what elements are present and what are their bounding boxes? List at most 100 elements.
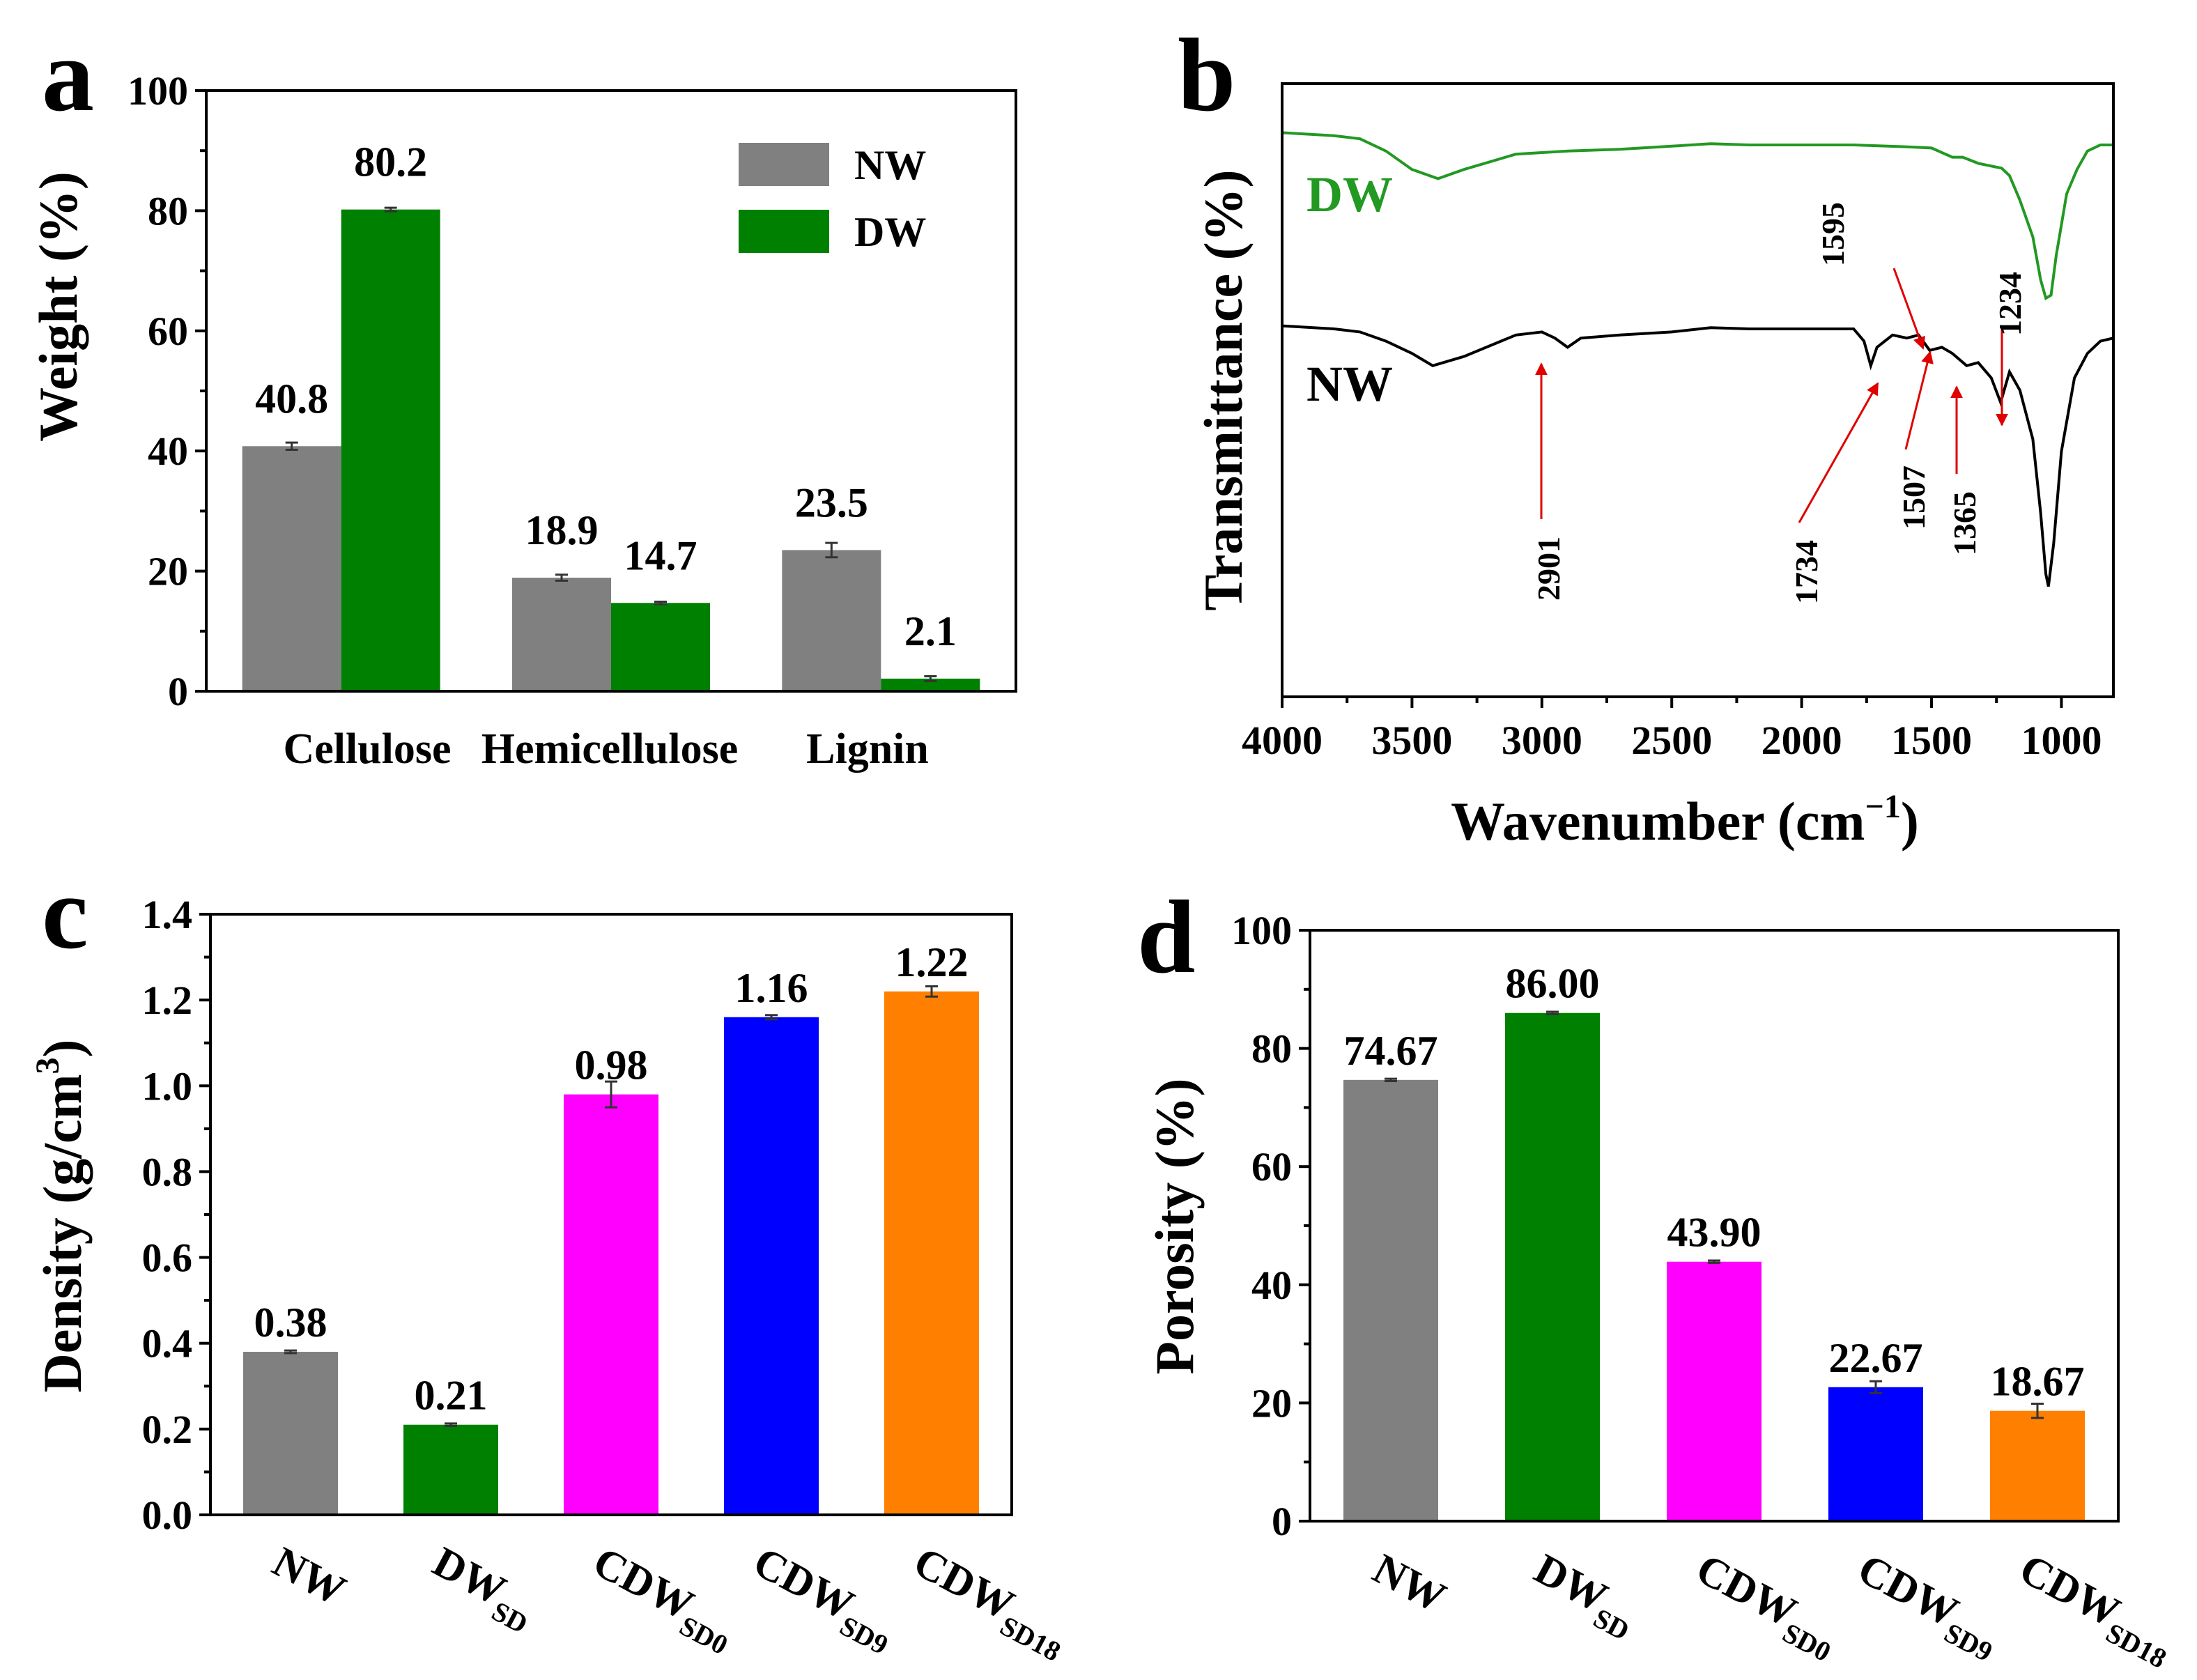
panel-a-label: a bbox=[42, 17, 94, 133]
ytick-label: 100 bbox=[128, 68, 188, 114]
category-label: CDWSD18 bbox=[2007, 1545, 2183, 1674]
ytick-label: 0.6 bbox=[142, 1235, 193, 1281]
ytick-label: 0.0 bbox=[142, 1493, 193, 1538]
xtick-label: 2500 bbox=[1631, 718, 1712, 763]
category-label: Hemicellulose bbox=[481, 725, 738, 773]
ytick-label: 1.0 bbox=[142, 1063, 193, 1109]
bar-dw-lignin bbox=[881, 678, 980, 691]
panel-b-curves bbox=[1281, 131, 2114, 587]
ytick-label: 60 bbox=[148, 309, 188, 354]
data-label: 1.22 bbox=[895, 939, 969, 985]
panel-a-frame bbox=[205, 89, 1017, 693]
panel-c: c Density (g/cm3) 0.0 0.2 0.4 0.6 0.8 1.0 1.2 1… bbox=[29, 855, 1077, 1667]
ytick-label: 100 bbox=[1231, 908, 1292, 953]
category-label: CDWSD18 bbox=[902, 1538, 1077, 1667]
ytick-label: 40 bbox=[148, 429, 188, 474]
ytick-label: 0 bbox=[1272, 1499, 1292, 1544]
bar-dw-cellulose bbox=[341, 209, 440, 691]
data-label: 1.16 bbox=[735, 965, 808, 1011]
legend-swatch-dw bbox=[739, 210, 829, 253]
spectrum-nw bbox=[1281, 324, 2114, 587]
panel-b: b Transmittance (%) 2901 1734 1595 1507 1365… bbox=[1178, 17, 2115, 851]
legend-label-dw: DW bbox=[854, 209, 926, 255]
annotation-label-2901: 2901 bbox=[1531, 537, 1566, 601]
curve-label-dw: DW bbox=[1306, 167, 1393, 222]
bar-cdwsd18 bbox=[884, 991, 979, 1515]
ytick-label: 60 bbox=[1251, 1144, 1292, 1189]
bar-nw-hemicellulose bbox=[512, 578, 611, 691]
ytick-label: 1.2 bbox=[142, 978, 193, 1023]
panel-a: a Weight (%) 0 20 40 60 80 100 40.8 80.2 18.9 14… bbox=[28, 17, 1017, 773]
category-main: NW bbox=[265, 1538, 353, 1615]
category-label: CDWSD9 bbox=[1846, 1545, 2010, 1667]
category-main: CDW bbox=[2012, 1545, 2127, 1636]
bar-cdwsd9 bbox=[1828, 1387, 1923, 1521]
annotation-arrow-1734 bbox=[1798, 382, 1879, 523]
ytick-label: 20 bbox=[148, 549, 188, 594]
bar-cdwsd0 bbox=[1667, 1261, 1762, 1521]
category-main: CDW bbox=[585, 1538, 701, 1629]
bar-dwsd bbox=[1505, 1012, 1600, 1521]
panel-c-yaxis: 0.0 0.2 0.4 0.6 0.8 1.0 1.2 1.4 bbox=[142, 892, 210, 1538]
category-label: DWSD bbox=[1523, 1545, 1646, 1647]
category-label: CDWSD0 bbox=[581, 1538, 745, 1660]
bar-cdwsd9 bbox=[724, 1017, 819, 1515]
panel-a-categories: Cellulose Hemicellulose Lignin bbox=[283, 725, 928, 773]
data-label: 18.9 bbox=[525, 507, 599, 553]
data-label: 0.21 bbox=[415, 1373, 488, 1419]
category-label: Cellulose bbox=[283, 725, 451, 773]
category-sub: SD18 bbox=[2101, 1617, 2172, 1674]
panel-b-frame bbox=[1281, 82, 2115, 698]
xtick-label: 2000 bbox=[1762, 718, 1842, 763]
annotation-label-1734: 1734 bbox=[1789, 540, 1824, 604]
panel-b-label: b bbox=[1178, 17, 1235, 133]
data-label: 18.67 bbox=[1991, 1359, 2085, 1405]
bar-cdwsd0 bbox=[564, 1094, 658, 1515]
bar-dwsd bbox=[403, 1424, 498, 1515]
panel-d-label: d bbox=[1137, 879, 1195, 995]
category-label: CDWSD9 bbox=[741, 1538, 905, 1660]
ytick-label: 1.4 bbox=[142, 892, 193, 937]
category-label: Lignin bbox=[806, 725, 929, 773]
curve-label-nw: NW bbox=[1306, 356, 1393, 412]
panel-d-ylabel: Porosity (%) bbox=[1144, 1078, 1205, 1374]
ytick-label: 20 bbox=[1251, 1380, 1292, 1426]
annotation-label-1365: 1365 bbox=[1947, 491, 1982, 555]
category-label: DWSD bbox=[421, 1538, 544, 1640]
xtick-label: 1500 bbox=[1891, 718, 1972, 763]
category-label: NW bbox=[1365, 1545, 1453, 1621]
panel-b-xlabel: Wavenumber (cm−1) bbox=[1451, 788, 1919, 851]
category-label: NW bbox=[265, 1538, 353, 1615]
panel-a-bars: 40.8 80.2 18.9 14.7 23.5 2.1 bbox=[242, 139, 980, 691]
category-main: NW bbox=[1365, 1545, 1453, 1621]
bar-dw-hemicellulose bbox=[611, 603, 710, 691]
category-main: CDW bbox=[1688, 1545, 1804, 1636]
panel-c-frame bbox=[209, 913, 1013, 1516]
ytick-label: 0.2 bbox=[142, 1407, 193, 1452]
annotation-arrow-1595 bbox=[1892, 268, 1925, 350]
data-label: 80.2 bbox=[354, 139, 427, 185]
category-main: CDW bbox=[1850, 1545, 1966, 1636]
annotation-label-1507: 1507 bbox=[1896, 465, 1932, 530]
panel-d-frame bbox=[1309, 929, 2120, 1523]
category-main: CDW bbox=[906, 1538, 1022, 1629]
panel-b-ylabel: Transmittance (%) bbox=[1193, 169, 1254, 610]
data-label: 86.00 bbox=[1506, 961, 1600, 1007]
annotation-label-1234: 1234 bbox=[1992, 272, 2028, 336]
data-label: 2.1 bbox=[904, 608, 957, 654]
ytick-label: 0.4 bbox=[142, 1321, 193, 1366]
ytick-label: 0 bbox=[168, 669, 188, 714]
xtick-label: 3500 bbox=[1371, 718, 1452, 763]
annotation-arrow-1507 bbox=[1904, 350, 1934, 450]
panel-b-annotations: 2901 1734 1595 1507 1365 1234 bbox=[1531, 202, 2028, 604]
data-label: 40.8 bbox=[255, 376, 328, 422]
panel-c-ylabel: Density (g/cm3) bbox=[29, 1039, 93, 1392]
panel-b-xaxis: 4000 3500 3000 2500 2000 1500 1000 bbox=[1242, 697, 2102, 763]
ytick-label: 0.8 bbox=[142, 1149, 193, 1194]
panel-c-label: c bbox=[42, 855, 88, 971]
data-label: 0.38 bbox=[254, 1300, 327, 1346]
xtick-label: 1000 bbox=[2021, 718, 2102, 763]
